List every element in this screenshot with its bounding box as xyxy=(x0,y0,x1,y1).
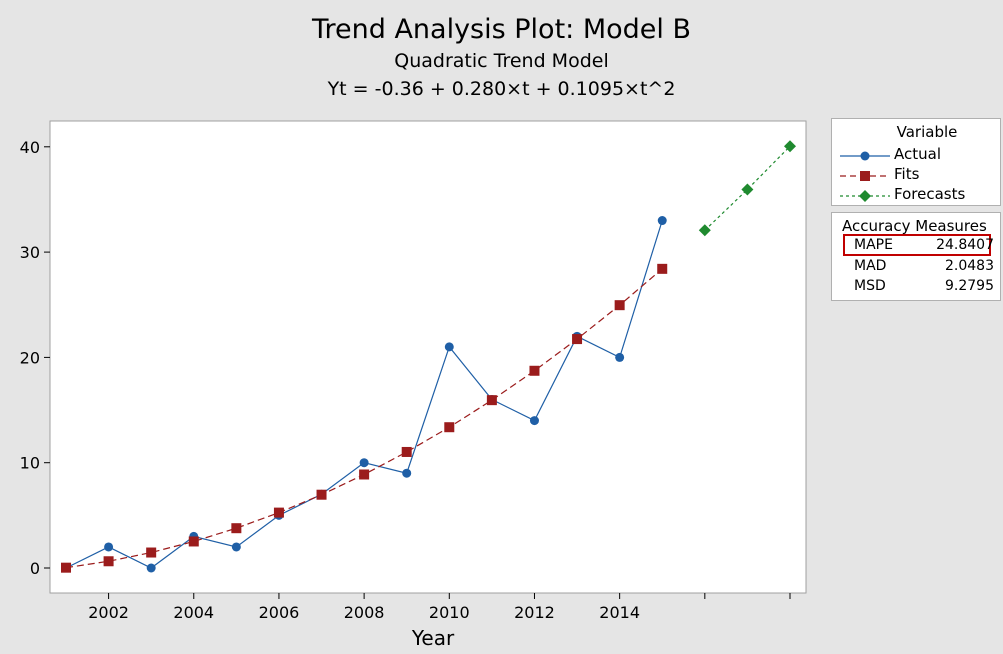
legend-item-actual: Actual xyxy=(832,145,1000,165)
point-fits xyxy=(359,469,370,480)
point-forecasts xyxy=(698,224,711,237)
forecasts-line-icon xyxy=(840,190,890,202)
point-actual xyxy=(615,352,625,362)
legend-item-fits: Fits xyxy=(832,165,1000,185)
point-fits xyxy=(529,365,540,376)
legend-label-actual: Actual xyxy=(894,145,941,163)
point-forecasts xyxy=(741,183,754,196)
point-actual xyxy=(231,542,241,552)
point-fits xyxy=(146,547,157,558)
x-tick-label: 2006 xyxy=(259,603,300,622)
point-fits xyxy=(231,523,242,534)
actual-line-icon xyxy=(840,151,890,161)
point-fits xyxy=(188,536,199,547)
legend-label-fits: Fits xyxy=(894,165,920,183)
plot-area xyxy=(49,120,807,594)
accuracy-value: 24.8407 xyxy=(936,237,994,253)
legend-title: Variable xyxy=(896,123,958,141)
legend-item-forecasts: Forecasts xyxy=(832,185,1000,205)
point-fits xyxy=(61,562,71,573)
accuracy-value: 2.0483 xyxy=(945,258,994,274)
point-fits xyxy=(103,556,114,567)
y-tick-label: 40 xyxy=(20,138,40,157)
point-fits xyxy=(444,422,455,433)
point-actual xyxy=(104,542,114,552)
accuracy-value: 9.2795 xyxy=(945,278,994,294)
accuracy-name: MAPE xyxy=(854,237,893,253)
accuracy-title: Accuracy Measures xyxy=(842,217,987,235)
legend-label-forecasts: Forecasts xyxy=(894,185,966,203)
chart-title: Trend Analysis Plot: Model B xyxy=(311,14,692,45)
point-actual xyxy=(359,458,369,468)
y-tick-label: 10 xyxy=(20,454,40,473)
point-fits xyxy=(273,507,284,518)
y-tick-label: 30 xyxy=(20,243,40,262)
point-actual xyxy=(657,216,667,226)
point-forecasts xyxy=(784,140,796,153)
point-actual xyxy=(529,416,539,426)
point-fits xyxy=(401,446,412,457)
model-equation: Yt = -0.36 + 0.280×t + 0.1095×t^2 xyxy=(327,78,676,100)
point-fits xyxy=(486,395,497,406)
point-actual xyxy=(402,468,412,478)
point-fits xyxy=(572,334,583,345)
y-tick-label: 0 xyxy=(30,559,40,578)
chart-subtitle: Quadratic Trend Model xyxy=(394,50,609,72)
x-tick-label: 2014 xyxy=(599,603,640,622)
series-line-forecasts xyxy=(704,145,791,231)
accuracy-name: MSD xyxy=(854,278,886,294)
legend: Variable Actual Fits Forecasts xyxy=(831,118,1001,206)
point-fits xyxy=(614,300,625,311)
point-actual xyxy=(146,563,156,573)
x-tick-label: 2002 xyxy=(88,603,129,622)
x-tick-label: 2008 xyxy=(344,603,385,622)
point-actual xyxy=(444,342,454,352)
y-tick-label: 20 xyxy=(20,348,40,367)
accuracy-measures-box: Accuracy Measures MAPE 24.8407 MAD 2.048… xyxy=(831,212,1001,301)
fits-line-icon xyxy=(840,171,890,181)
point-fits xyxy=(657,263,668,274)
x-tick-label: 2012 xyxy=(514,603,555,622)
x-axis-label: Year xyxy=(411,626,455,650)
mape-highlight-box xyxy=(843,234,991,256)
x-tick-label: 2010 xyxy=(429,603,470,622)
point-fits xyxy=(316,489,327,500)
x-tick-label: 2004 xyxy=(173,603,214,622)
accuracy-name: MAD xyxy=(854,258,887,274)
